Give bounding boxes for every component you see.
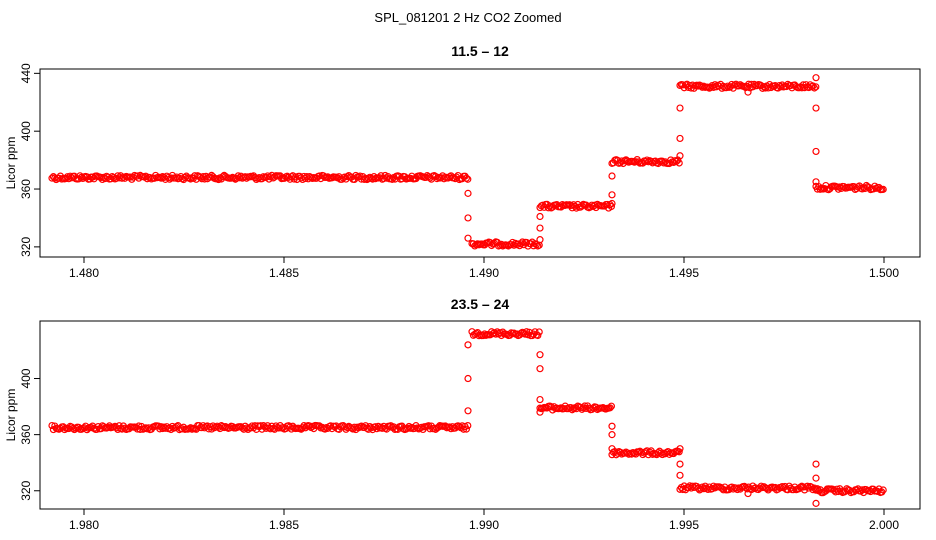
y-tick-label: 360 xyxy=(19,179,33,199)
data-point xyxy=(343,172,351,181)
panel-bottom-y-axis-label: Licor ppm xyxy=(4,389,18,442)
transition-point xyxy=(812,178,820,186)
transition-point xyxy=(676,104,684,112)
transition-point xyxy=(608,172,616,180)
transition-point xyxy=(676,152,684,160)
data-point xyxy=(743,485,751,493)
transition-point xyxy=(464,189,472,197)
y-tick-label: 400 xyxy=(19,121,33,141)
data-point xyxy=(803,482,812,490)
data-point xyxy=(66,172,74,180)
data-point xyxy=(607,202,616,211)
data-point xyxy=(675,159,683,167)
data-point xyxy=(812,83,820,91)
transition-point xyxy=(608,431,616,439)
data-point xyxy=(879,185,887,193)
data-point xyxy=(812,486,820,494)
data-point xyxy=(535,328,543,336)
data-point xyxy=(722,84,730,92)
data-point xyxy=(879,486,887,494)
data-point xyxy=(430,424,438,432)
transition-point xyxy=(536,365,544,373)
data-point xyxy=(606,404,614,412)
y-tick-label: 320 xyxy=(19,480,33,500)
transition-point xyxy=(744,88,752,96)
data-point xyxy=(433,175,441,183)
data-point xyxy=(257,422,265,430)
transition-point xyxy=(676,471,684,479)
panel-bottom-plot-frame xyxy=(39,320,921,510)
x-tick-label: 1.500 xyxy=(869,266,899,280)
panel-top-data-points xyxy=(48,74,887,250)
transition-point xyxy=(812,104,820,112)
panel-bottom: 23.5 – 24 Licor ppm 1.980 1.985 1.990 1.995… xyxy=(4,296,921,532)
transition-point xyxy=(536,395,544,404)
transition-point xyxy=(536,224,544,232)
transition-point xyxy=(464,214,472,222)
transition-point xyxy=(464,234,472,242)
panel-bottom-ticks: 1.980 1.985 1.990 1.995 2.000 320 360 400 xyxy=(19,368,899,532)
transition-point xyxy=(812,147,820,156)
transition-point xyxy=(608,422,616,430)
transition-point xyxy=(676,134,684,143)
transition-point xyxy=(812,474,820,482)
y-tick-label: 440 xyxy=(19,63,33,83)
x-tick-label: 2.000 xyxy=(869,518,899,532)
x-tick-label: 1.495 xyxy=(669,266,699,280)
transition-point xyxy=(536,408,544,416)
transition-point xyxy=(536,236,544,244)
x-tick-label: 1.995 xyxy=(669,518,699,532)
y-tick-label: 400 xyxy=(19,368,33,388)
x-tick-label: 1.485 xyxy=(269,266,299,280)
panel-top-ticks: 1.480 1.485 1.490 1.495 1.500 320 360 400 440 xyxy=(19,63,899,280)
y-tick-label: 320 xyxy=(19,237,33,257)
panel-bottom-title: 23.5 – 24 xyxy=(451,296,510,312)
x-tick-label: 1.480 xyxy=(69,266,99,280)
transition-point xyxy=(464,407,472,415)
x-tick-label: 1.490 xyxy=(469,266,499,280)
panel-top-y-axis-label: Licor ppm xyxy=(4,137,18,190)
transition-point xyxy=(812,499,820,507)
data-point xyxy=(816,185,824,193)
transition-point xyxy=(608,445,616,453)
transition-point xyxy=(676,445,684,453)
data-point xyxy=(464,175,472,183)
x-tick-label: 1.990 xyxy=(469,518,499,532)
data-point xyxy=(603,200,611,209)
transition-point xyxy=(464,341,472,349)
data-point xyxy=(464,421,472,430)
data-point xyxy=(534,331,542,340)
data-point xyxy=(462,174,470,182)
transition-point xyxy=(536,351,544,359)
transition-point xyxy=(464,374,472,383)
x-tick-label: 1.980 xyxy=(69,518,99,532)
y-tick-label: 360 xyxy=(19,424,33,444)
transition-point xyxy=(608,191,616,199)
x-tick-label: 1.985 xyxy=(269,518,299,532)
panel-bottom-data-points xyxy=(48,328,887,507)
figure-title: SPL_081201 2 Hz CO2 Zoomed xyxy=(374,10,561,25)
data-point xyxy=(532,240,541,249)
data-point xyxy=(607,402,616,410)
data-point xyxy=(810,84,819,92)
data-point xyxy=(462,425,470,433)
panel-top-title: 11.5 – 12 xyxy=(451,43,509,59)
transition-point xyxy=(676,460,684,468)
transition-point xyxy=(608,199,616,208)
transition-point xyxy=(744,489,752,498)
transition-point xyxy=(812,460,820,468)
panel-top-plot-frame xyxy=(39,68,921,258)
data-point xyxy=(643,156,651,164)
panel-top: 11.5 – 12 Licor ppm 1.480 1.485 1.490 1.495… xyxy=(4,43,921,280)
transition-point xyxy=(536,212,544,221)
transition-point xyxy=(812,74,820,82)
data-point xyxy=(733,485,742,494)
data-point xyxy=(675,448,683,456)
